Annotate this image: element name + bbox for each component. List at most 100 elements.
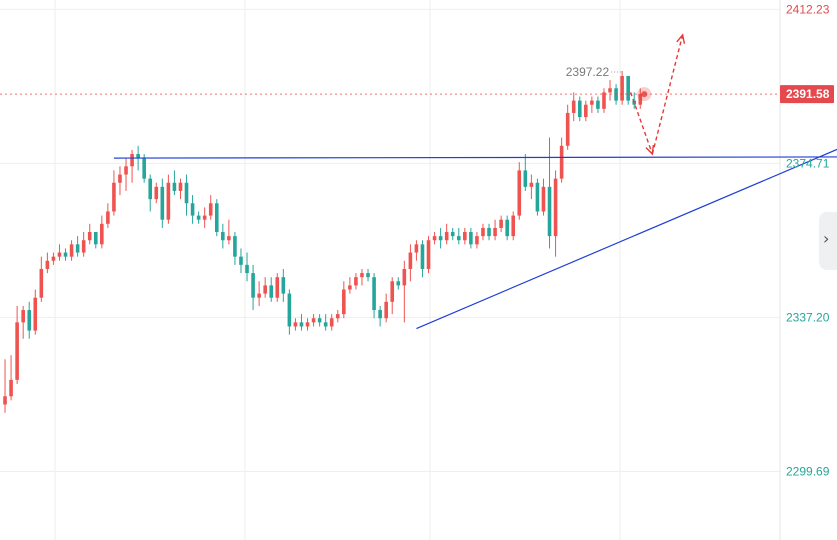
panel-toggle-button[interactable]: › <box>819 212 837 270</box>
candle-body <box>15 322 19 380</box>
price-axis-label: 2299.69 <box>786 464 830 478</box>
candle-body <box>584 104 588 118</box>
candle <box>305 318 310 331</box>
candle <box>100 215 104 249</box>
candle-body <box>475 236 479 245</box>
last-price-label: 2391.58 <box>786 87 830 101</box>
candle-body <box>511 215 516 237</box>
candle <box>481 223 485 241</box>
candle <box>450 227 455 241</box>
candle <box>638 88 643 109</box>
candle <box>130 149 134 183</box>
candle <box>299 314 304 331</box>
candle-body <box>335 314 340 319</box>
candle-body <box>63 252 68 257</box>
candle-body <box>577 100 582 118</box>
last-price-dot <box>641 91 648 98</box>
candle-body <box>299 322 304 327</box>
candle-body <box>559 145 564 179</box>
candle <box>608 80 612 101</box>
candle-body <box>196 215 201 220</box>
candle <box>69 240 74 261</box>
candle-body <box>469 232 473 245</box>
candle <box>311 314 316 327</box>
candle-body <box>481 227 485 237</box>
candle-body <box>227 236 231 241</box>
candle-body <box>245 264 249 274</box>
candle-body <box>329 318 334 327</box>
candle <box>233 232 237 265</box>
candle-body <box>372 277 376 311</box>
candle <box>63 248 68 261</box>
candle-body <box>251 273 255 298</box>
candle-body <box>354 277 358 286</box>
candle <box>269 277 274 302</box>
candle-body <box>208 203 213 216</box>
candle-body <box>432 236 437 241</box>
candle <box>275 273 280 302</box>
candle <box>251 264 255 311</box>
trend-drawings[interactable] <box>113 33 837 330</box>
candle-body <box>396 281 401 286</box>
candle-body <box>130 153 134 167</box>
price-axis[interactable]: 2412.23 2374.71 2337.20 2299.69 2391.58 <box>780 2 834 478</box>
candle <box>354 273 358 290</box>
chevron-right-icon: › <box>823 229 830 248</box>
candle <box>51 252 56 265</box>
candle-body <box>221 232 225 241</box>
candle-body <box>408 252 413 269</box>
candle-body <box>523 170 528 187</box>
candle-body <box>499 219 503 228</box>
candle-body <box>3 396 7 405</box>
candle <box>148 174 153 212</box>
candle-body <box>384 301 388 319</box>
candle-body <box>184 182 189 204</box>
candle <box>456 227 461 245</box>
candle <box>142 153 146 183</box>
candle <box>420 240 425 278</box>
candle <box>408 244 413 282</box>
candle <box>329 314 334 331</box>
candle <box>535 178 540 216</box>
candle <box>360 268 364 286</box>
candle-body <box>620 75 624 101</box>
candle-body <box>178 182 183 191</box>
candle-body <box>456 236 461 241</box>
candle <box>118 166 122 196</box>
candle <box>208 195 213 220</box>
candle <box>426 236 431 274</box>
candle-body <box>450 232 455 237</box>
candle <box>227 219 231 245</box>
resistance-line <box>113 156 837 159</box>
candle <box>626 75 630 105</box>
candle <box>39 256 44 302</box>
candle <box>184 174 189 216</box>
candle <box>402 260 407 323</box>
candle <box>75 236 80 257</box>
candle <box>541 178 546 216</box>
candle-body <box>360 273 364 278</box>
candle-body <box>505 219 509 237</box>
candle <box>160 178 165 228</box>
candle <box>505 215 509 241</box>
candle-body <box>45 260 50 269</box>
candle-body <box>106 211 110 224</box>
candle-body <box>438 236 443 241</box>
candle-body <box>87 232 92 241</box>
candle <box>81 232 86 257</box>
candle <box>553 170 558 257</box>
candle <box>511 211 516 241</box>
candle-body <box>535 182 540 212</box>
candle <box>396 277 401 290</box>
candle <box>166 174 171 224</box>
candle-body <box>390 281 395 302</box>
candle-body <box>33 297 38 331</box>
candle <box>3 359 7 413</box>
candle <box>317 314 322 327</box>
candle-body <box>529 182 534 187</box>
candle-body <box>233 236 237 257</box>
session-high-label: 2397.22 <box>566 65 610 79</box>
candle-body <box>142 158 146 179</box>
